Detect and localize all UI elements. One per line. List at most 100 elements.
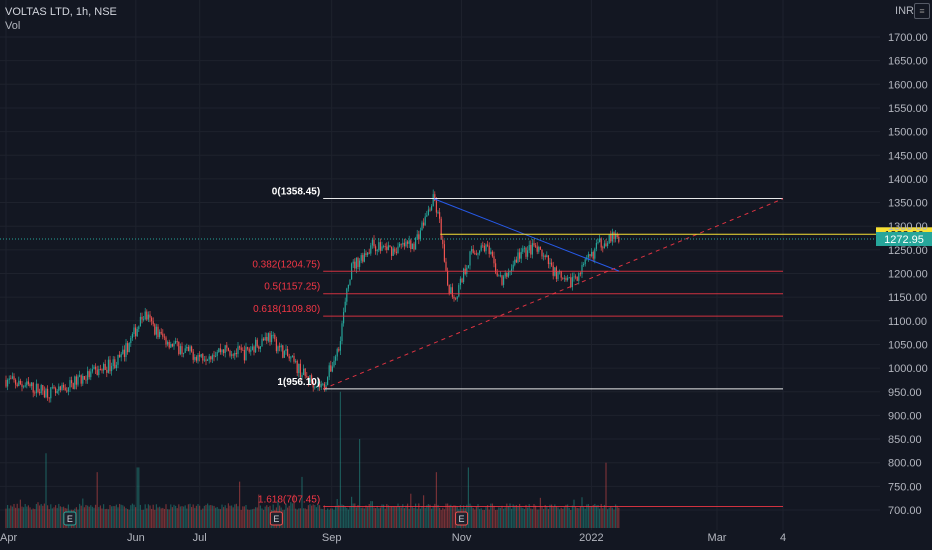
- candle-body: [42, 384, 44, 391]
- volume-bar: [291, 503, 293, 528]
- candle-body: [194, 357, 196, 360]
- symbol-title[interactable]: VOLTAS LTD, 1h, NSE: [5, 6, 117, 18]
- candle-body: [362, 255, 364, 262]
- volume-bar: [104, 509, 106, 528]
- volume-bar: [26, 506, 28, 528]
- volume-bar: [130, 505, 132, 528]
- volume-bar: [53, 507, 55, 528]
- price-tick-label: 1300.00: [888, 221, 928, 233]
- candle-body: [591, 251, 593, 256]
- candle-body: [5, 379, 7, 387]
- volume-bar: [123, 506, 125, 528]
- earnings-event-marker[interactable]: [455, 511, 469, 526]
- volume-bar: [179, 506, 181, 528]
- volume-bar: [600, 503, 602, 528]
- fib-level-label: 0(1358.45): [272, 187, 320, 198]
- volume-bar: [211, 505, 213, 528]
- time-tick-label: Apr: [0, 532, 17, 544]
- volume-bar: [594, 503, 596, 528]
- volume-bar: [543, 508, 545, 528]
- volume-bar: [176, 508, 178, 528]
- volume-bar: [528, 504, 530, 528]
- volume-legend[interactable]: Vol: [5, 20, 21, 32]
- candle-body: [442, 239, 444, 245]
- volume-bar: [399, 506, 401, 528]
- volume-bar: [256, 507, 258, 528]
- candle-body: [349, 279, 351, 285]
- candle-body: [67, 387, 69, 392]
- volume-bar: [40, 504, 42, 528]
- volume-bar: [448, 505, 450, 528]
- volume-bar: [192, 504, 194, 528]
- price-tick-label: 1100.00: [888, 316, 927, 328]
- volume-bar: [616, 505, 618, 528]
- price-tick-label: 900.00: [888, 410, 922, 422]
- candle-body: [34, 392, 36, 394]
- candle-body: [375, 246, 377, 252]
- candle-body: [186, 346, 188, 349]
- volume-bar: [31, 509, 33, 528]
- volume-bar: [144, 504, 146, 528]
- candle-body: [197, 355, 199, 361]
- candle-body: [103, 364, 105, 371]
- settings-icon[interactable]: ≡: [914, 3, 930, 19]
- candle-body: [443, 244, 445, 262]
- candle-body: [255, 339, 257, 353]
- earnings-event-marker[interactable]: [63, 511, 77, 526]
- candle-body: [293, 355, 295, 362]
- candle-body: [579, 273, 581, 275]
- candle-body: [178, 341, 180, 355]
- time-axis[interactable]: Apr Jun Jul Sep Nov 2022 Mar 4: [0, 532, 786, 544]
- candle-body: [90, 371, 92, 378]
- volume-bar: [589, 506, 591, 528]
- candle-body: [66, 390, 68, 392]
- candle-body: [258, 346, 260, 349]
- candle-body: [607, 243, 609, 246]
- candle-body: [600, 238, 602, 248]
- candle-body: [267, 333, 269, 341]
- volume-bar: [27, 505, 29, 528]
- volume-bar: [115, 504, 117, 528]
- volume-bar: [216, 507, 218, 528]
- candle-body: [523, 247, 525, 249]
- candle-body: [347, 284, 349, 289]
- candle-body: [19, 380, 21, 385]
- volume-bar: [509, 503, 511, 528]
- candle-body: [551, 262, 553, 266]
- candle-body: [331, 366, 333, 372]
- volume-bar: [418, 503, 420, 528]
- volume-bar: [442, 507, 444, 528]
- volume-bar: [120, 504, 122, 528]
- volume-bar: [541, 506, 543, 528]
- fib-level-label: 1(956.10): [277, 377, 320, 388]
- candle-body: [469, 251, 471, 266]
- price-axis[interactable]: 700.00 750.00 800.00 850.00 900.00 950.00 1000…: [888, 32, 928, 517]
- volume-bar: [365, 505, 367, 528]
- candle-body: [511, 268, 513, 272]
- earnings-event-marker[interactable]: [269, 511, 283, 526]
- trendlines[interactable]: [322, 198, 784, 390]
- candle-body: [407, 241, 409, 244]
- volume-bar: [199, 505, 201, 528]
- volume-bars: [5, 391, 620, 528]
- candle-body: [245, 347, 247, 361]
- candle-body: [563, 278, 565, 279]
- volume-bar: [133, 504, 135, 528]
- candle-body: [131, 334, 133, 339]
- currency-label[interactable]: INR: [895, 5, 914, 17]
- candle-body: [125, 343, 127, 357]
- volume-bar: [48, 509, 50, 528]
- candle-body: [576, 276, 578, 281]
- volume-bar: [579, 506, 581, 528]
- candle-body: [507, 272, 509, 277]
- candle-body: [207, 359, 209, 361]
- candle-body: [371, 239, 373, 246]
- volume-bar: [520, 507, 522, 528]
- fibonacci-retracement[interactable]: 0(1358.45) 0.382(1204.75) 0.5(1157.25) 0.61…: [252, 187, 783, 507]
- candle-body: [323, 383, 325, 388]
- candle-body: [613, 232, 615, 239]
- candle-body: [336, 349, 338, 357]
